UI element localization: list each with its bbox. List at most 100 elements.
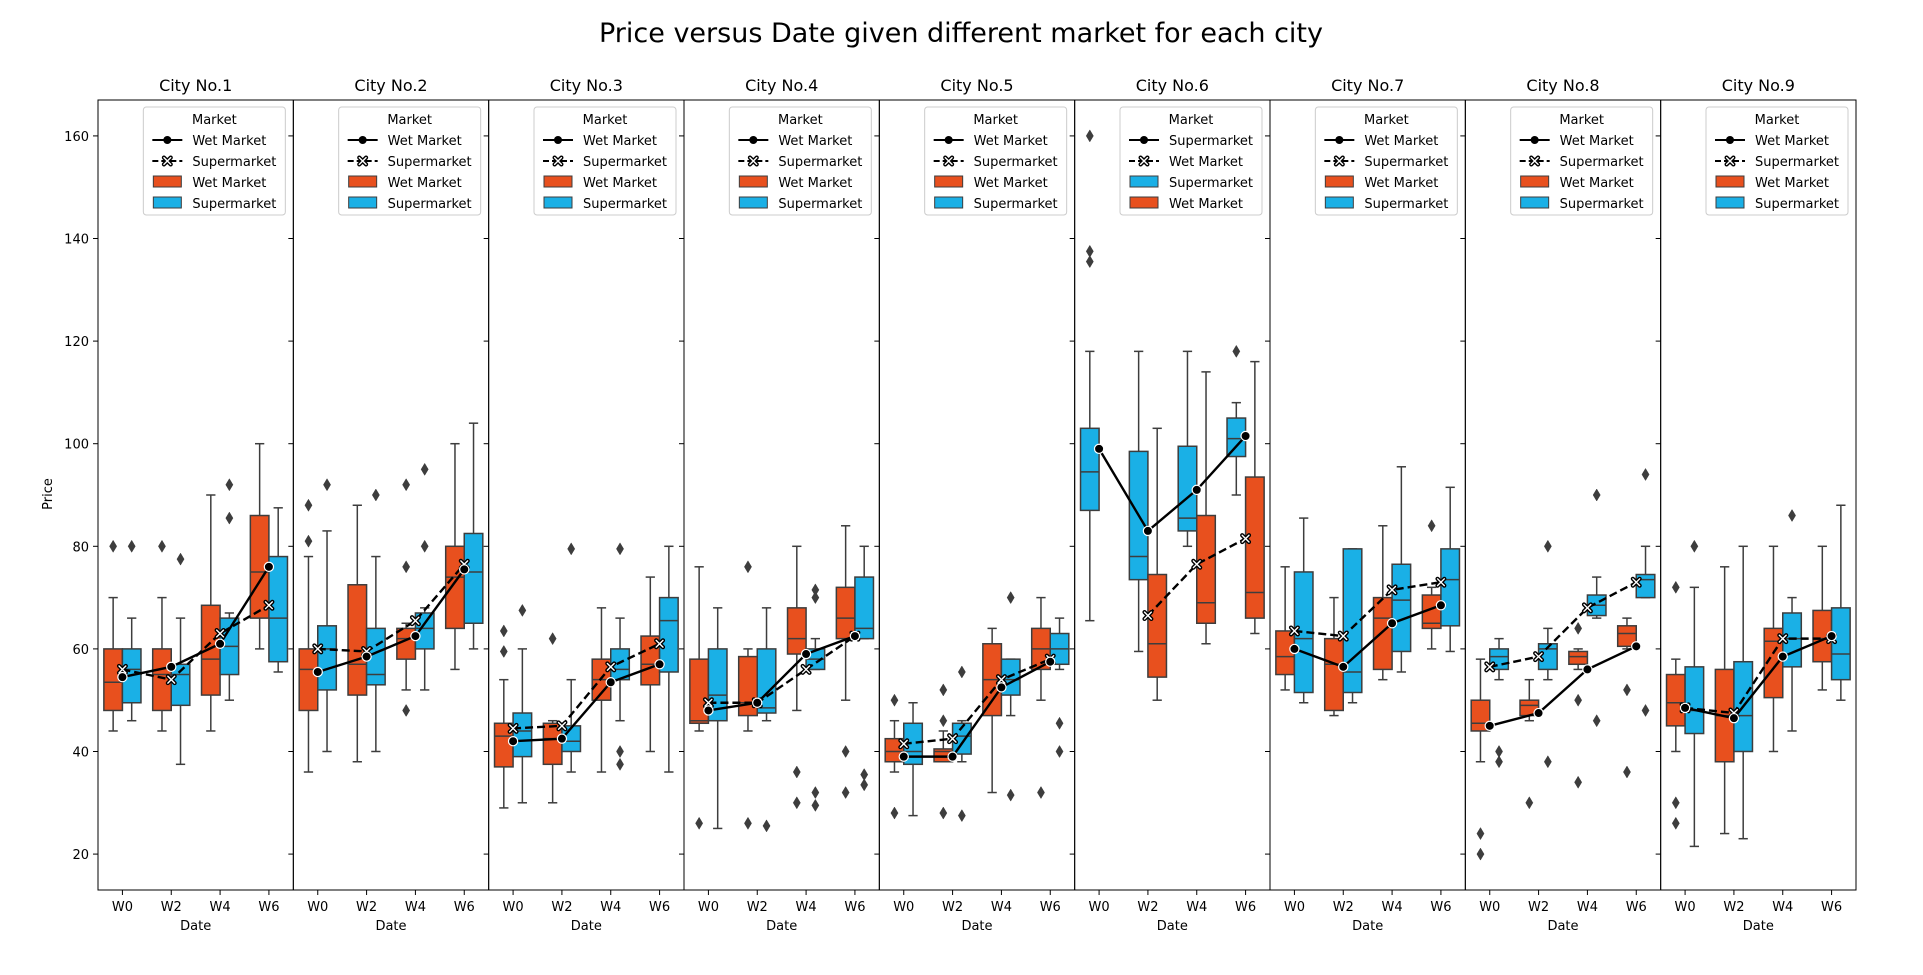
outlier-point xyxy=(1623,683,1631,697)
panel-frame xyxy=(1660,99,1857,891)
legend-label: Supermarket xyxy=(1755,155,1839,170)
legend-frame xyxy=(1510,106,1654,216)
line-marker-x-inner xyxy=(1632,578,1641,587)
box-supermarket-w4 xyxy=(414,462,435,691)
line-marker-x-inner xyxy=(704,698,713,707)
legend-label: Supermarket xyxy=(1364,197,1448,212)
outlier-point xyxy=(1006,591,1015,605)
panel-frame xyxy=(1269,99,1466,891)
outlier-point xyxy=(957,809,966,823)
outlier-point xyxy=(841,745,850,758)
panel-title: City No.6 xyxy=(1136,76,1209,95)
legend-label: Wet Market xyxy=(778,134,852,149)
legend-dot xyxy=(1726,136,1734,144)
line-marker-x-inner xyxy=(557,721,567,730)
line-marker-x-inner xyxy=(118,665,127,674)
outlier-point xyxy=(158,539,166,553)
legend-patch xyxy=(543,175,573,188)
legend-label: Supermarket xyxy=(778,197,862,212)
outlier-point xyxy=(1055,716,1064,730)
outlier-point xyxy=(176,552,185,566)
x-tick-label: W4 xyxy=(1382,900,1403,915)
line-marker-dot xyxy=(1582,664,1593,675)
box-body xyxy=(1684,666,1705,735)
legend-label: Wet Market xyxy=(1560,134,1634,149)
box-wet-market-w2 xyxy=(1323,596,1345,717)
legend-label: Wet Market xyxy=(974,176,1048,191)
line-marker-dot xyxy=(752,697,763,708)
box-wet-market-w0 xyxy=(298,498,319,773)
box-body xyxy=(1196,514,1217,624)
box-supermarket-w4 xyxy=(219,478,240,701)
outlier-point xyxy=(1427,519,1436,533)
legend: Market Wet Market Supermarket Wet Market Sup… xyxy=(1510,106,1654,216)
legend-dot xyxy=(554,136,562,144)
box-wet-market-w2 xyxy=(347,504,368,763)
line-marker-dot xyxy=(410,630,421,642)
x-tick-label: W0 xyxy=(1089,900,1110,915)
line-marker-x-inner xyxy=(1725,156,1735,166)
legend-label: Supermarket xyxy=(1169,134,1253,149)
legend-frame xyxy=(1119,106,1263,216)
x-axis-label: Date xyxy=(180,919,211,934)
legend-label: Supermarket xyxy=(388,197,472,212)
line-marker-dot xyxy=(605,677,616,688)
box-body xyxy=(1147,573,1168,678)
box-supermarket-w2 xyxy=(365,488,386,753)
legend-dot xyxy=(1530,136,1539,144)
line-marker-x-inner xyxy=(1530,156,1539,166)
x-tick-label: W2 xyxy=(942,900,963,915)
line-marker-x-inner xyxy=(1290,626,1299,636)
x-tick-label: W4 xyxy=(210,900,231,915)
panel-title: City No.7 xyxy=(1331,76,1404,95)
box-supermarket-w6 xyxy=(463,422,484,650)
outlier-point xyxy=(811,583,820,597)
line-marker-dot xyxy=(1533,707,1544,719)
outlier-point xyxy=(1641,703,1650,717)
box-wet-market-w2 xyxy=(1519,678,1540,810)
box-wet-market-w4 xyxy=(1568,621,1589,789)
box-wet-market-w0 xyxy=(493,624,514,809)
y-tick-label: 60 xyxy=(72,643,89,658)
legend-patch xyxy=(738,175,768,188)
panel-frame xyxy=(683,99,880,891)
legend-patch xyxy=(1129,196,1159,209)
x-tick-label: W6 xyxy=(1235,900,1256,915)
legend-patch xyxy=(1715,196,1745,209)
outlier-point xyxy=(304,534,313,548)
outlier-point xyxy=(939,683,948,697)
line-marker-dot xyxy=(507,736,519,747)
outlier-point xyxy=(499,644,508,658)
legend-patch xyxy=(152,175,182,188)
outlier-point xyxy=(811,591,820,605)
box-wet-market-w0 xyxy=(103,539,124,732)
outlier-point xyxy=(1476,847,1485,861)
line-marker-dot xyxy=(996,682,1007,693)
outlier-point xyxy=(371,488,380,502)
box-wet-market-w6 xyxy=(835,525,856,800)
legend-title: Market xyxy=(973,113,1018,128)
x-tick-label: W6 xyxy=(844,900,865,915)
legend-label: Supermarket xyxy=(388,155,472,170)
legend-label: Wet Market xyxy=(583,176,657,191)
legend: Market Wet Market Supermarket Wet Market Sup… xyxy=(533,106,677,216)
box-supermarket-w6 xyxy=(1049,617,1070,758)
x-tick-label: W6 xyxy=(649,900,670,915)
legend-label: Supermarket xyxy=(1560,197,1644,212)
legend-patch xyxy=(152,196,182,209)
outlier-point xyxy=(1476,827,1485,841)
legend-dot xyxy=(358,136,367,144)
line-marker-x-inner xyxy=(553,156,563,166)
box-supermarket-w0 xyxy=(1293,517,1314,704)
box-body xyxy=(1568,650,1589,666)
box-supermarket-w2 xyxy=(1537,539,1558,769)
legend: Market Wet Market Supermarket Wet Market Sup… xyxy=(924,106,1068,216)
panel-title: City No.1 xyxy=(159,76,232,95)
series-line-dashed xyxy=(122,604,270,681)
outlier-point xyxy=(1543,539,1552,553)
outlier-point xyxy=(1623,765,1631,779)
legend-title: Market xyxy=(1364,113,1409,128)
x-tick-label: W4 xyxy=(991,900,1012,915)
outlier-point xyxy=(402,703,411,717)
x-tick-label: W0 xyxy=(112,900,133,915)
